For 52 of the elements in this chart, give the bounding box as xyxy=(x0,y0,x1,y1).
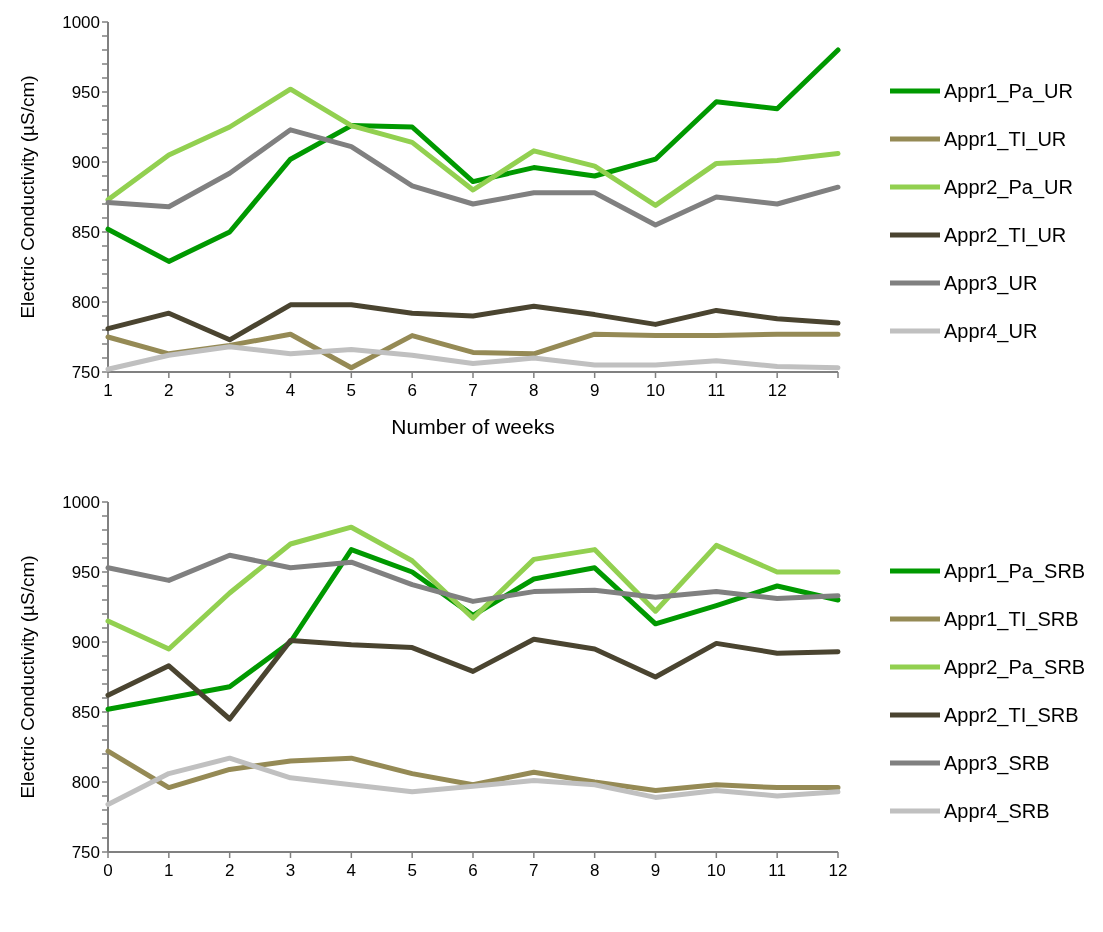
x-tick-label: 2 xyxy=(224,861,235,880)
legend-label: Appr2_TI_SRB xyxy=(944,704,1079,727)
x-tick-label: 12 xyxy=(828,861,848,880)
x-tick-label: 2 xyxy=(164,381,174,400)
y-tick-label: 900 xyxy=(71,632,100,652)
legend-label: Appr2_TI_UR xyxy=(944,224,1067,247)
y-tick-label: 1000 xyxy=(62,492,100,512)
x-tick-label: 9 xyxy=(589,381,600,400)
legend-label: Appr1_TI_SRB xyxy=(944,608,1079,631)
x-tick-label: 7 xyxy=(468,381,478,400)
x-tick-label: 5 xyxy=(346,381,357,400)
x-tick-label: 10 xyxy=(706,861,726,880)
legend-label: Appr3_SRB xyxy=(944,752,1050,775)
legend-label: Appr4_UR xyxy=(944,320,1038,343)
x-tick-label: 9 xyxy=(650,861,661,880)
y-tick-label: 750 xyxy=(71,842,100,862)
legend-label: Appr2_Pa_UR xyxy=(944,176,1073,199)
x-tick-label: 0 xyxy=(103,861,113,880)
x-axis-title: Number of weeks xyxy=(391,415,555,438)
y-tick-label: 800 xyxy=(71,292,100,312)
x-tick-label: 1 xyxy=(164,861,174,880)
y-axis-title: Electric Conductivity (µS/cm) xyxy=(17,555,38,799)
x-tick-label: 5 xyxy=(407,861,417,880)
legend-label: Appr1_Pa_UR xyxy=(944,80,1073,103)
x-tick-label: 6 xyxy=(468,861,478,880)
y-tick-label: 1000 xyxy=(62,12,100,32)
y-tick-label: 750 xyxy=(71,362,100,382)
legend-label: Appr3_UR xyxy=(944,272,1038,295)
x-tick-label: 4 xyxy=(346,861,357,880)
x-tick-label: 7 xyxy=(529,861,539,880)
x-tick-label: 8 xyxy=(589,861,600,880)
x-tick-label: 4 xyxy=(285,381,296,400)
y-tick-label: 950 xyxy=(71,82,100,102)
x-tick-label: 6 xyxy=(407,381,417,400)
legend-label: Appr2_Pa_SRB xyxy=(944,656,1086,679)
y-tick-label: 800 xyxy=(71,772,100,792)
y-tick-label: 850 xyxy=(71,222,100,242)
legend-label: Appr1_TI_UR xyxy=(944,128,1067,151)
x-tick-label: 8 xyxy=(529,381,539,400)
y-tick-label: 850 xyxy=(71,702,100,722)
x-tick-label: 11 xyxy=(768,861,786,880)
x-tick-label: 12 xyxy=(767,381,787,400)
y-tick-label: 950 xyxy=(71,562,100,582)
x-tick-label: 11 xyxy=(707,381,726,400)
legend-label: Appr4_SRB xyxy=(944,800,1050,823)
y-tick-label: 900 xyxy=(71,152,100,172)
x-tick-label: 1 xyxy=(103,381,113,400)
x-tick-label: 3 xyxy=(224,381,235,400)
x-tick-label: 10 xyxy=(646,381,665,400)
legend-label: Appr1_Pa_SRB xyxy=(944,560,1086,583)
y-axis-title: Electric Conductivity (µS/cm) xyxy=(17,75,38,319)
x-tick-label: 3 xyxy=(285,861,296,880)
